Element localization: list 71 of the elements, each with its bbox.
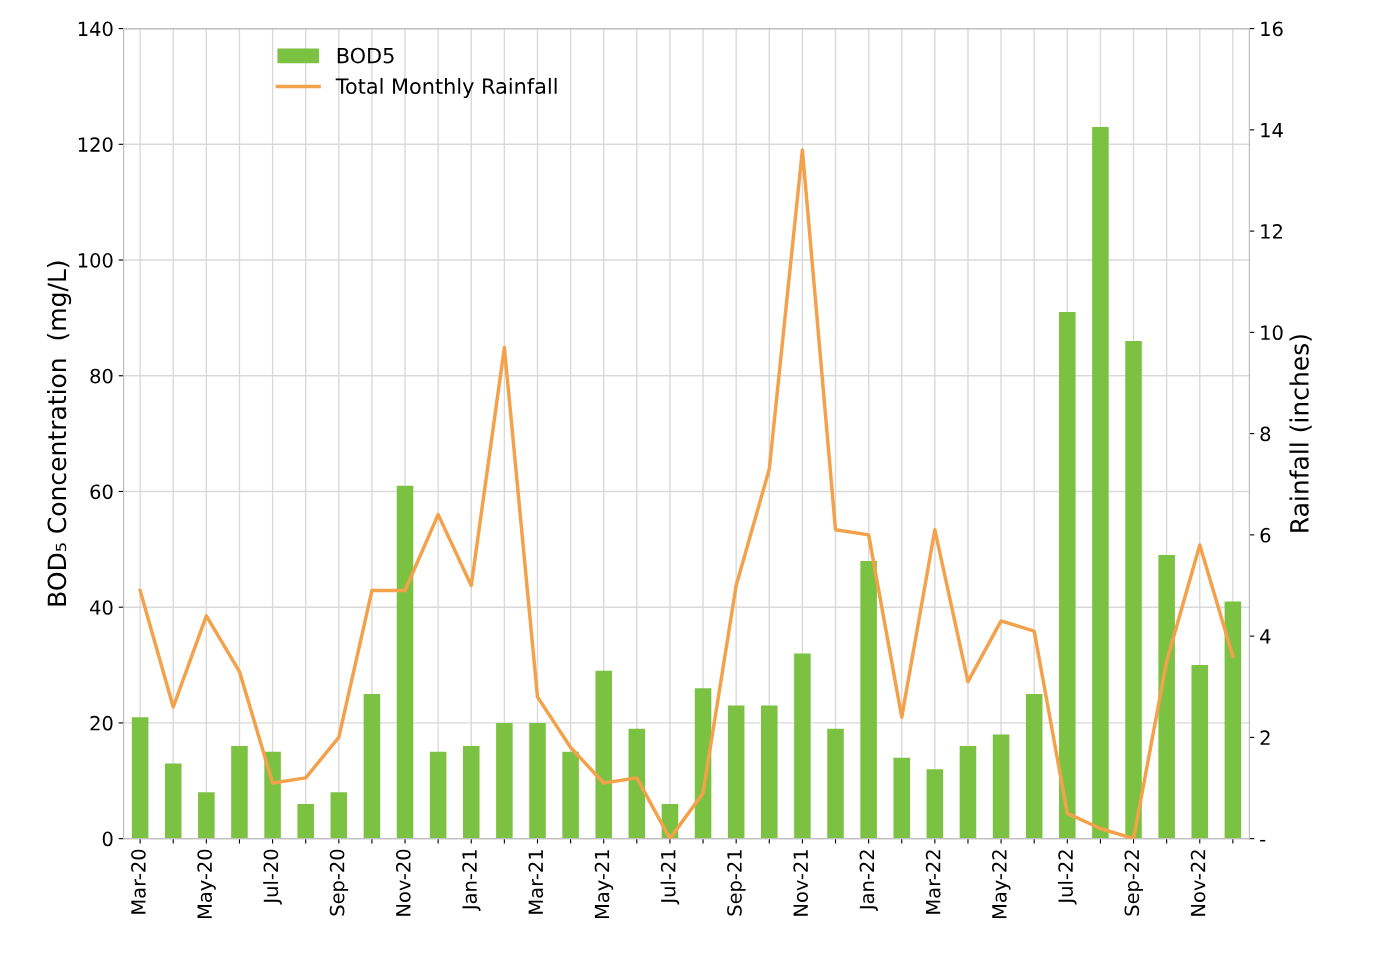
x-tick-label: Jul-22 [1057,850,1077,905]
bar [1224,601,1242,839]
bar [860,560,877,839]
y2-tick-label: 14 [1261,123,1283,138]
y-tick-label: 20 [90,715,113,731]
bar [131,717,149,839]
bar [1092,126,1109,839]
y-tick-label: 60 [90,484,113,500]
x-tick-label: Mar-21 [528,850,544,914]
y-tick-label: 40 [90,600,113,615]
bar [628,728,646,839]
bar [727,705,745,839]
y2-tick-label: 10 [1261,325,1283,341]
bar [198,792,215,839]
bar [1125,341,1142,839]
bar [926,769,944,839]
y-tick-label: 80 [90,368,113,384]
y-tick-label: 0 [102,831,113,847]
x-tick-label: Jul-20 [263,849,282,905]
y2-tick-label: 16 [1261,21,1283,37]
y2-axis-title: Rainfall (inches) [1289,335,1312,532]
bar [794,653,811,839]
bar [1191,665,1209,839]
x-tick-label: May-21 [594,850,614,919]
y-tick-label: 100 [78,252,113,268]
y2-tick-label: 12 [1261,224,1282,239]
bar [264,751,281,839]
y2-tick-label: 8 [1260,426,1271,442]
bar [992,734,1010,839]
x-tick-label: Nov-22 [1190,850,1206,916]
bar [496,722,513,839]
bar [761,705,778,839]
y-tick-label: 140 [78,21,113,37]
x-tick-label: Mar-20 [131,849,146,914]
bar [429,751,447,839]
y-tick-label: 120 [78,137,113,152]
bar [1059,312,1076,839]
bar [1158,555,1175,839]
x-tick-label: Sep-21 [727,850,746,916]
y2-tick-label: - [1260,839,1266,842]
bar [396,485,414,839]
bar [462,746,480,839]
x-tick-label: Sep-22 [1124,850,1143,916]
line-series [138,148,1235,839]
y2-tick-label: 6 [1260,527,1271,543]
y2-tick-label: 2 [1260,730,1270,745]
bar [231,746,248,839]
legend-label: BOD5 [337,47,394,64]
bar [529,722,546,839]
bar [363,693,381,839]
y2-tick-label: 4 [1260,629,1271,644]
x-tick-label: Jan-22 [859,850,878,912]
x-tick-label: May-22 [992,850,1011,919]
x-tick-label: Jan-21 [462,850,481,912]
bar [1025,693,1043,839]
x-tick-label: Sep-20 [329,849,349,916]
bar [330,792,348,839]
bar [595,670,612,839]
bar [959,746,977,839]
bar [893,757,911,839]
bar [827,728,844,839]
x-tick-label: May-20 [197,849,216,919]
bar [297,803,314,839]
legend-label: Total Monthly Rainfall [335,77,557,99]
x-tick-label: Nov-21 [793,850,809,916]
y-axis-title: BOD₅ Concentration (mg/L) [46,261,72,606]
x-tick-label: Jul-21 [660,850,680,905]
x-tick-label: Nov-20 [395,849,411,916]
bar [562,751,579,839]
x-tick-label: Mar-22 [925,850,941,914]
bar [164,763,182,839]
